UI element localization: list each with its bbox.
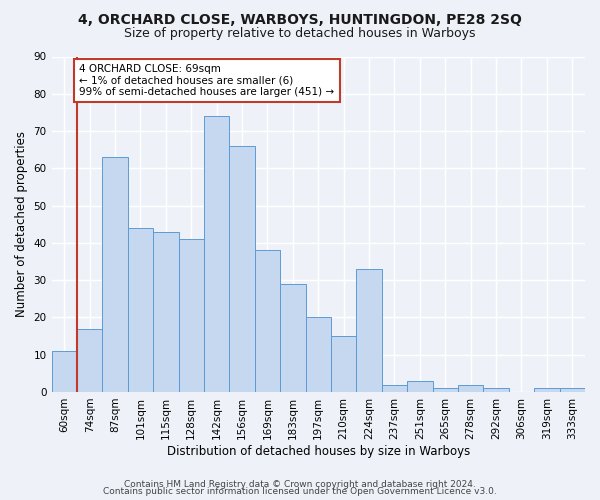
Text: Size of property relative to detached houses in Warboys: Size of property relative to detached ho… xyxy=(124,28,476,40)
Bar xyxy=(560,388,585,392)
Bar xyxy=(382,384,407,392)
Bar xyxy=(255,250,280,392)
X-axis label: Distribution of detached houses by size in Warboys: Distribution of detached houses by size … xyxy=(167,444,470,458)
Text: Contains public sector information licensed under the Open Government Licence v3: Contains public sector information licen… xyxy=(103,487,497,496)
Bar xyxy=(153,232,179,392)
Text: 4, ORCHARD CLOSE, WARBOYS, HUNTINGDON, PE28 2SQ: 4, ORCHARD CLOSE, WARBOYS, HUNTINGDON, P… xyxy=(78,12,522,26)
Bar xyxy=(356,269,382,392)
Bar xyxy=(204,116,229,392)
Text: Contains HM Land Registry data © Crown copyright and database right 2024.: Contains HM Land Registry data © Crown c… xyxy=(124,480,476,489)
Bar xyxy=(128,228,153,392)
Bar xyxy=(534,388,560,392)
Bar xyxy=(280,284,305,392)
Y-axis label: Number of detached properties: Number of detached properties xyxy=(15,131,28,317)
Bar xyxy=(305,318,331,392)
Bar xyxy=(179,239,204,392)
Bar xyxy=(484,388,509,392)
Bar xyxy=(229,146,255,392)
Bar xyxy=(433,388,458,392)
Bar xyxy=(77,328,103,392)
Text: 4 ORCHARD CLOSE: 69sqm
← 1% of detached houses are smaller (6)
99% of semi-detac: 4 ORCHARD CLOSE: 69sqm ← 1% of detached … xyxy=(79,64,335,97)
Bar xyxy=(407,381,433,392)
Bar xyxy=(331,336,356,392)
Bar xyxy=(52,351,77,392)
Bar xyxy=(103,157,128,392)
Bar xyxy=(458,384,484,392)
